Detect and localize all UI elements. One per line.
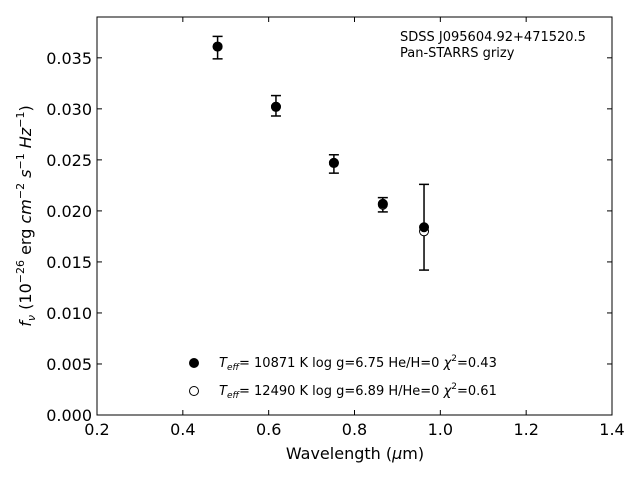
x-tick-label: 0.6 [256, 420, 281, 439]
x-tick-label: 1.0 [428, 420, 453, 439]
x-tick-label: 0.8 [342, 420, 367, 439]
plot-frame [96, 16, 613, 416]
y-tick-label: 0.020 [46, 202, 92, 221]
legend-marker-filled [189, 358, 199, 368]
y-tick-label: 0.025 [46, 151, 92, 170]
y-tick-label: 0.000 [46, 406, 92, 425]
y-tick-label: 0.030 [46, 100, 92, 119]
filled-marker [212, 41, 223, 52]
y-tick-label: 0.035 [46, 49, 92, 68]
legend-label-filled: Teff= 10871 K log g=6.75 He/H=0 χ2=0.43 [219, 354, 497, 373]
y-tick-label: 0.005 [46, 355, 92, 374]
filled-marker [419, 222, 430, 233]
x-tick-label: 0.4 [170, 420, 195, 439]
x-tick-label: 1.4 [599, 420, 624, 439]
y-axis-label: fν (10−26 erg cm−2 s−1 Hz−1) [14, 105, 38, 326]
legend: Teff= 10871 K log g=6.75 He/H=0 χ2=0.43 … [189, 354, 497, 401]
filled-marker [270, 101, 281, 112]
data-markers [212, 41, 430, 237]
filled-marker [377, 198, 388, 209]
y-axis-ticks: 0.000 0.005 0.010 0.015 0.020 0.025 0.030 0.035 [46, 49, 612, 425]
annotation-object-name: SDSS J095604.92+471520.5 [400, 30, 586, 45]
y-tick-label: 0.010 [46, 304, 92, 323]
annotation-survey: Pan-STARRS grizy [400, 46, 515, 61]
y-tick-label: 0.015 [46, 253, 92, 272]
x-axis-label: Wavelength (μm) [286, 444, 424, 463]
x-tick-label: 1.2 [513, 420, 538, 439]
legend-label-open: Teff= 12490 K log g=6.89 H/He=0 χ2=0.61 [219, 382, 497, 401]
filled-marker [328, 157, 339, 168]
legend-marker-open [189, 386, 199, 396]
x-tick-label: 0.2 [84, 420, 109, 439]
